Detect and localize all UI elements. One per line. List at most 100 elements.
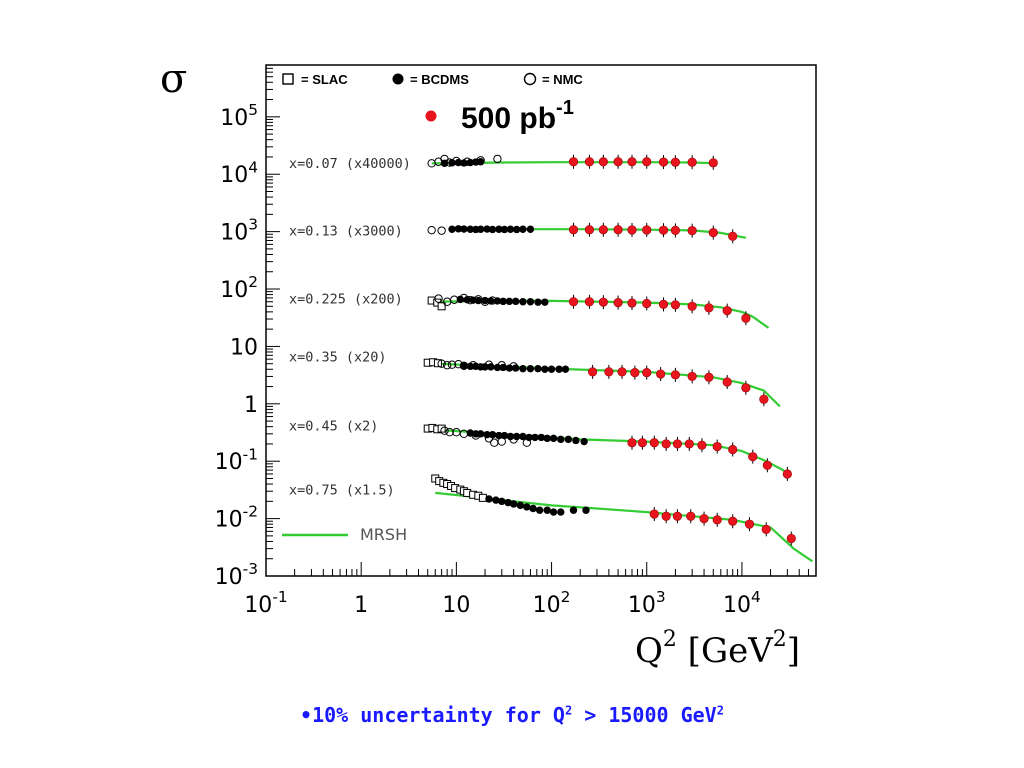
- footnote: •10% uncertainty for Q2 > 15000 GeV2: [0, 703, 1024, 727]
- bcdms-point: [534, 364, 542, 373]
- bcdms-point: [488, 225, 497, 234]
- projection-point: [759, 394, 769, 404]
- nmc-point: [490, 438, 499, 447]
- projection-point: [656, 369, 666, 379]
- bcdms-point: [555, 365, 563, 373]
- y-axis-symbol: σ: [160, 56, 187, 102]
- projection-point: [761, 524, 771, 534]
- nmc-point: [488, 296, 497, 305]
- bcdms-point: [506, 432, 515, 441]
- projection-point: [687, 226, 697, 236]
- projection-point: [712, 441, 722, 452]
- bcdms-point: [537, 433, 545, 442]
- bcdms-point: [547, 365, 556, 373]
- nmc-point: [459, 429, 469, 439]
- legend-label: = BCDMS: [410, 72, 469, 87]
- nmc-point: [447, 360, 457, 369]
- bcdms-point: [561, 365, 570, 373]
- projection-point: [637, 438, 647, 448]
- bcdms-point: [582, 506, 590, 514]
- nmc-point: [484, 434, 494, 443]
- projection-point: [697, 440, 707, 450]
- series-label: x=0.35 (x20): [289, 349, 387, 365]
- projection-point: [670, 157, 680, 167]
- projection-point: [672, 511, 683, 521]
- y-tick-label: 102: [220, 273, 258, 303]
- bcdms-point: [516, 501, 525, 510]
- bcdms-point: [557, 508, 565, 516]
- footnote-sup-2: 2: [716, 703, 724, 718]
- projection-point: [661, 439, 671, 449]
- projection-point: [630, 367, 640, 378]
- projection-point: [748, 452, 758, 462]
- projection-point: [613, 157, 623, 167]
- projection-point: [613, 225, 623, 235]
- y-tick-label: 105: [220, 101, 258, 131]
- legend-projection-label: 500 pb-1: [461, 97, 574, 135]
- y-tick-label: 103: [220, 216, 258, 246]
- y-tick-label: 10: [230, 335, 258, 360]
- legend-label: = SLAC: [301, 72, 348, 87]
- nmc-point: [476, 156, 485, 165]
- projection-point: [568, 297, 579, 307]
- bcdms-point: [500, 225, 509, 234]
- projection-point: [642, 298, 652, 309]
- footnote-sup-1: 2: [564, 703, 573, 718]
- y-tick-label: 10-1: [215, 445, 258, 475]
- projection-point: [782, 469, 792, 479]
- bcdms-point: [569, 506, 578, 514]
- bcdms-point: [505, 364, 514, 372]
- series-label: x=0.45 (x2): [289, 418, 378, 434]
- projection-point: [584, 297, 595, 307]
- nmc-point: [454, 359, 463, 369]
- bcdms-point: [580, 437, 588, 446]
- projection-point: [588, 367, 598, 377]
- chart: σ 10-1 1 10 102 103 10410510410310210110-110-…: [160, 56, 817, 671]
- bcdms-point: [526, 364, 535, 373]
- projection-point: [642, 157, 652, 167]
- projection-point: [741, 313, 751, 323]
- slac-point: [437, 302, 446, 311]
- x-tick-label: 103: [628, 588, 666, 618]
- projection-point: [708, 228, 718, 238]
- projection-point: [627, 298, 637, 308]
- series-label: x=0.07 (x40000): [289, 156, 411, 172]
- slac-point: [478, 493, 487, 502]
- bcdms-point: [448, 225, 456, 233]
- bcdms-point: [529, 504, 537, 513]
- bcdms-point: [511, 364, 520, 372]
- nmc-point: [437, 226, 446, 235]
- bcdms-point: [448, 159, 456, 167]
- x-tick-label: 10-1: [244, 588, 287, 618]
- projection-point: [708, 158, 718, 168]
- bcdms-point: [512, 225, 521, 234]
- bcdms-point: [541, 298, 549, 306]
- bcdms-point: [526, 225, 535, 233]
- projection-point: [762, 460, 772, 470]
- nmc-point: [493, 154, 502, 164]
- projection-point: [687, 301, 697, 311]
- legend-projection-marker: [425, 110, 437, 122]
- projection-point: [604, 367, 614, 377]
- projection-point: [672, 439, 683, 449]
- projection-point: [627, 438, 637, 448]
- projection-point: [704, 372, 714, 382]
- projection-point: [712, 515, 722, 525]
- bcdms-point: [523, 503, 531, 511]
- projection-point: [598, 225, 608, 235]
- bcdms-point: [531, 433, 539, 442]
- y-tick-label: 10-3: [215, 560, 258, 590]
- nmc-point: [497, 361, 506, 370]
- projection-point: [728, 516, 738, 526]
- projection-point: [744, 519, 755, 529]
- mrsh-curve-5: [435, 491, 814, 563]
- nmc-point: [427, 225, 436, 235]
- y-axis-title: σ: [160, 56, 187, 102]
- nmc-point: [468, 361, 478, 370]
- bcdms-point: [519, 225, 527, 233]
- projection-point: [584, 225, 595, 235]
- y-tick-label: 104: [220, 158, 258, 188]
- legend-nmc-marker: [523, 72, 537, 86]
- nmc-point: [471, 431, 481, 440]
- bcdms-point: [466, 158, 474, 167]
